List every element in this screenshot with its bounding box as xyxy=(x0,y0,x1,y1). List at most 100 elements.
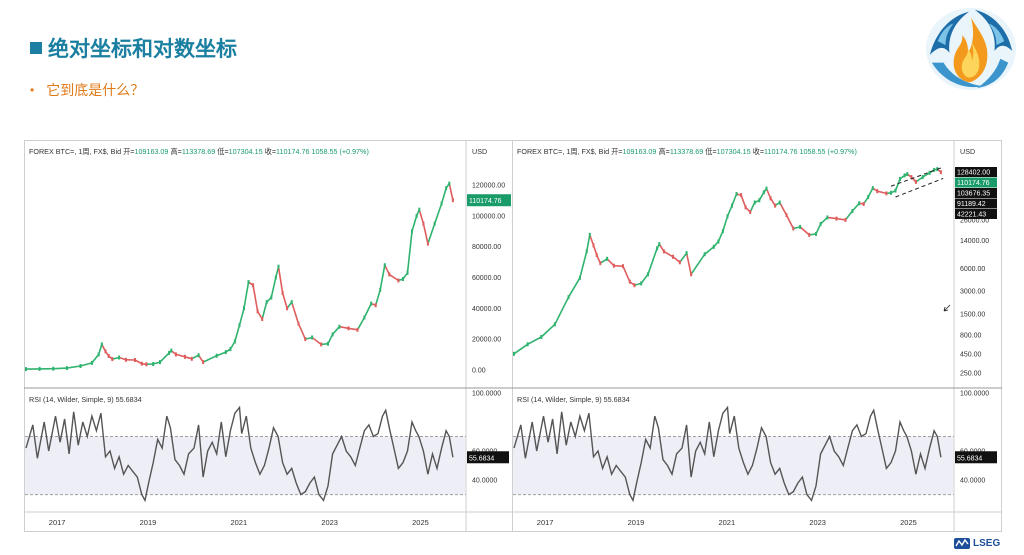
x-tick-label: 2025 xyxy=(900,518,917,527)
slide-title: 绝对坐标和对数坐标 xyxy=(30,34,237,62)
price-tick-label: 800.00 xyxy=(960,332,982,339)
ohlc-label-3: 收= xyxy=(753,147,764,156)
price-candle xyxy=(890,190,892,195)
price-candle xyxy=(363,315,366,320)
price-segment xyxy=(277,266,284,294)
channel-line-lower xyxy=(895,177,944,198)
price-candle xyxy=(903,173,906,178)
price-candle xyxy=(703,252,706,257)
price-segment xyxy=(704,246,715,255)
price-segment xyxy=(418,209,425,224)
price-candle xyxy=(388,272,391,277)
price-candle xyxy=(356,327,359,332)
price-segment xyxy=(613,264,624,267)
price-candle xyxy=(622,264,624,269)
price-segment xyxy=(152,361,161,365)
price-segment xyxy=(348,327,358,331)
price-candle xyxy=(25,367,27,372)
price-segment xyxy=(202,354,218,363)
price-candle xyxy=(685,251,688,256)
price-candle xyxy=(184,354,186,359)
price-segment xyxy=(388,273,399,282)
price-segment xyxy=(261,301,268,320)
price-candle xyxy=(238,323,241,328)
price-candle xyxy=(252,283,255,288)
price-candle xyxy=(379,287,382,292)
price-segment xyxy=(827,216,837,220)
change-value: 1058.55 (+0.97%) xyxy=(800,147,857,156)
price-candle xyxy=(717,239,720,244)
chart-header: FOREX BTC=, 1周, FX$, Bid 开=109163.09 高=1… xyxy=(517,147,857,156)
price-tick-label: 20000.00 xyxy=(472,337,501,344)
price-candle xyxy=(876,189,879,194)
price-candle xyxy=(338,324,341,329)
ohlc-value-1: 113378.69 xyxy=(182,147,217,156)
price-candle xyxy=(297,321,300,326)
price-candle xyxy=(678,260,681,265)
price-segment xyxy=(722,216,729,232)
rsi-title: RSI (14, Wilder, Simple, 9) 55.6834 xyxy=(29,395,142,404)
log-chart-panel[interactable]: FOREX BTC=, 1周, FX$, Bid 开=109163.09 高=1… xyxy=(512,140,1002,532)
price-candle xyxy=(290,300,293,305)
price-candle xyxy=(111,357,114,362)
bullet-dot-icon: • xyxy=(30,83,35,97)
boxed-price-label: 103676.35 xyxy=(957,191,990,198)
price-candle xyxy=(731,203,733,208)
rsi-line xyxy=(25,405,454,503)
price-segment xyxy=(622,265,631,283)
ohlc-value-0: 109163.09 xyxy=(622,147,658,156)
price-segment xyxy=(311,336,322,346)
price-candle xyxy=(247,280,250,285)
price-segment xyxy=(877,190,887,195)
x-tick-label: 2019 xyxy=(140,518,157,527)
price-candle xyxy=(658,242,661,247)
log-price-chart[interactable]: FOREX BTC=, 1周, FX$, Bid 开=109163.09 高=1… xyxy=(512,140,1002,532)
rsi-value-box xyxy=(955,451,997,464)
linear-chart-panel[interactable]: FOREX BTC=, 1周, FX$, Bid 开=109163.09 高=1… xyxy=(24,140,514,532)
price-candle xyxy=(440,201,443,206)
price-candle xyxy=(256,309,259,314)
price-segment xyxy=(422,223,429,244)
price-segment xyxy=(820,216,828,225)
chart-title: FOREX BTC=, 1周, FX$, Bid xyxy=(517,147,611,156)
price-candle xyxy=(118,355,121,360)
price-segment xyxy=(270,277,277,298)
price-segment xyxy=(851,202,860,212)
linear-price-chart[interactable]: FOREX BTC=, 1周, FX$, Bid 开=109163.09 高=1… xyxy=(24,140,514,532)
price-candle xyxy=(578,275,581,280)
price-candle xyxy=(104,349,107,354)
price-candle xyxy=(819,221,822,226)
rsi-value-box xyxy=(467,451,509,464)
price-candle xyxy=(270,295,273,300)
price-segment xyxy=(440,187,447,204)
price-segment xyxy=(191,354,199,360)
price-segment xyxy=(513,343,529,355)
price-segment xyxy=(216,351,227,357)
rsi-tick-label: 40.0000 xyxy=(960,478,985,485)
rsi-line xyxy=(513,405,942,503)
price-segment xyxy=(679,252,688,263)
price-candle xyxy=(418,207,421,212)
price-tick-label: 60000.00 xyxy=(472,275,501,282)
price-candle xyxy=(320,342,323,347)
price-segment xyxy=(433,203,443,224)
price-candle xyxy=(726,214,729,219)
price-segment xyxy=(585,234,591,252)
price-segment xyxy=(785,214,795,229)
price-candle xyxy=(656,246,659,251)
price-candle xyxy=(914,179,917,184)
price-candle xyxy=(215,353,218,358)
rsi-value-label: 55.6834 xyxy=(957,455,982,462)
price-segment xyxy=(554,296,570,325)
price-candle xyxy=(858,201,861,206)
price-segment xyxy=(238,308,245,326)
price-candle xyxy=(38,366,41,371)
currency-label: USD xyxy=(472,147,487,156)
change-value: 1058.55 (+0.97%) xyxy=(312,147,369,156)
price-candle xyxy=(712,244,715,249)
rsi-tick-label: 100.0000 xyxy=(472,390,501,397)
price-candle xyxy=(871,186,874,191)
currency-label: USD xyxy=(960,147,975,156)
price-candle xyxy=(592,243,595,248)
price-candle xyxy=(885,191,888,196)
